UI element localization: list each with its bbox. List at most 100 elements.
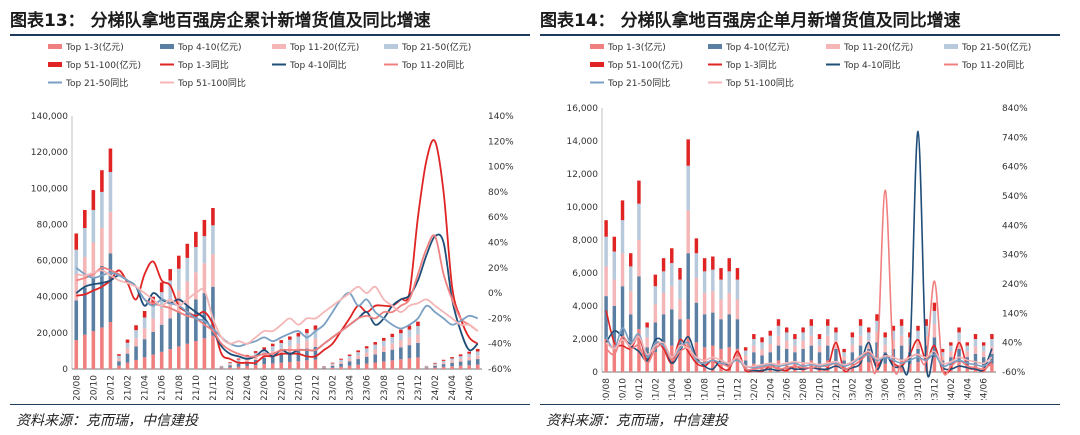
y2-tick-label: 100% — [488, 163, 514, 173]
bar-segment — [809, 325, 814, 336]
bar-segment — [236, 359, 241, 362]
bar-segment — [949, 342, 953, 346]
bar-segment — [168, 269, 173, 281]
bar-segment — [670, 345, 674, 372]
bar-segment — [91, 190, 96, 210]
y2-tick-label: 640% — [1002, 163, 1028, 173]
bar-segment — [620, 335, 625, 372]
bar-segment — [416, 342, 420, 358]
x-tick-label: 24/04 — [963, 378, 973, 400]
bar-segment — [288, 339, 292, 347]
x-tick-label: 22/08 — [799, 378, 809, 400]
x-tick-label: 21/06 — [158, 375, 168, 400]
x-tick-label: 21/04 — [668, 378, 678, 400]
bar-segment — [702, 271, 707, 293]
bar-segment — [219, 367, 224, 369]
bar-segment — [661, 314, 666, 348]
bar-segment — [347, 358, 352, 362]
bar-segment — [194, 247, 198, 273]
bar-segment — [612, 251, 617, 280]
bar-segment — [381, 352, 386, 362]
x-tick-label: 23/04 — [346, 375, 356, 400]
legend-item: Top 51-100同比 — [160, 77, 246, 89]
bar-segment — [296, 336, 301, 344]
bar-segment — [313, 359, 318, 369]
bar-segment — [467, 360, 471, 366]
bar-segment — [727, 292, 731, 315]
bar-segment — [711, 269, 715, 292]
bar-segment — [185, 281, 190, 306]
bar-segment — [924, 319, 928, 326]
bar-segment — [381, 340, 386, 347]
y2-tick-label: 540% — [1002, 192, 1028, 202]
x-tick-label: 23/04 — [865, 378, 875, 400]
bar-segment — [176, 290, 181, 313]
bar-segment — [151, 354, 155, 369]
bar-segment — [475, 348, 480, 352]
bar-segment — [932, 310, 937, 325]
bar-segment — [924, 335, 928, 346]
bar-segment — [279, 348, 284, 355]
bar-segment — [768, 352, 772, 364]
bar-segment — [117, 358, 121, 362]
bar-segment — [151, 318, 155, 332]
bar-segment — [899, 325, 904, 336]
bar-segment — [424, 366, 429, 368]
title-rule — [10, 34, 530, 36]
bar-segment — [957, 332, 961, 341]
bar-segment — [279, 362, 284, 369]
x-tick-label: 22/12 — [311, 375, 321, 400]
bar-segment — [768, 330, 772, 336]
legend-label: Top 4-10同比 — [843, 59, 900, 71]
y-tick-label: 80,000 — [37, 220, 69, 230]
bar-segment — [159, 308, 164, 325]
y-tick-label: 0 — [592, 368, 598, 378]
legend-swatch — [272, 44, 286, 49]
bar-segment — [356, 350, 360, 353]
bar-segment — [702, 314, 707, 348]
legend-label: Top 11-20(亿元) — [289, 41, 359, 53]
bar-segment — [74, 300, 79, 341]
bar-segment — [134, 359, 138, 369]
bar-segment — [809, 360, 814, 372]
bar-segment — [433, 365, 437, 368]
bar-segment — [760, 337, 764, 343]
bar-segment — [686, 165, 690, 211]
bar-segment — [313, 346, 318, 360]
bar-segment — [416, 321, 420, 326]
bar-segment — [661, 271, 666, 293]
legend-label: Top 11-20同比 — [401, 59, 464, 71]
y-tick-label: 60,000 — [37, 257, 69, 267]
x-tick-label: 24/04 — [448, 375, 458, 400]
bar-segment — [653, 304, 658, 323]
bar-segment — [604, 220, 608, 237]
legend-label: Top 51-100同比 — [725, 77, 794, 89]
y2-tick-label: 20% — [488, 264, 508, 274]
y2-tick-label: 40% — [1002, 339, 1022, 349]
title-rule — [540, 34, 1060, 36]
bar-segment — [185, 257, 190, 282]
bar-segment — [424, 367, 429, 369]
bar-segment — [719, 299, 723, 320]
bar-segment — [339, 363, 343, 367]
bar-segment — [883, 337, 887, 345]
bar-segment — [373, 362, 378, 369]
y2-tick-label: -20% — [488, 314, 512, 324]
legend-item: Top 1-3同比 — [708, 59, 777, 71]
x-tick-label: 23/12 — [930, 378, 940, 400]
bar-segment — [450, 362, 454, 367]
bar-segment — [768, 335, 772, 344]
bar-segment — [458, 354, 463, 357]
series-line — [605, 189, 993, 376]
x-tick-label: 21/08 — [175, 375, 185, 400]
bar-segment — [629, 253, 633, 267]
bar-segment — [407, 329, 412, 338]
bar-segment — [678, 319, 682, 349]
bar-segment — [809, 335, 814, 346]
bar-segment — [416, 325, 420, 335]
chart-13-plot: Top 1-3(亿元) Top 4-10(亿元) Top 11-20(亿元) Top … — [31, 41, 514, 400]
bar-segment — [793, 339, 797, 346]
bar-segment — [364, 346, 369, 349]
bar-segment — [125, 339, 130, 343]
y2-tick-label: 740% — [1002, 133, 1028, 143]
